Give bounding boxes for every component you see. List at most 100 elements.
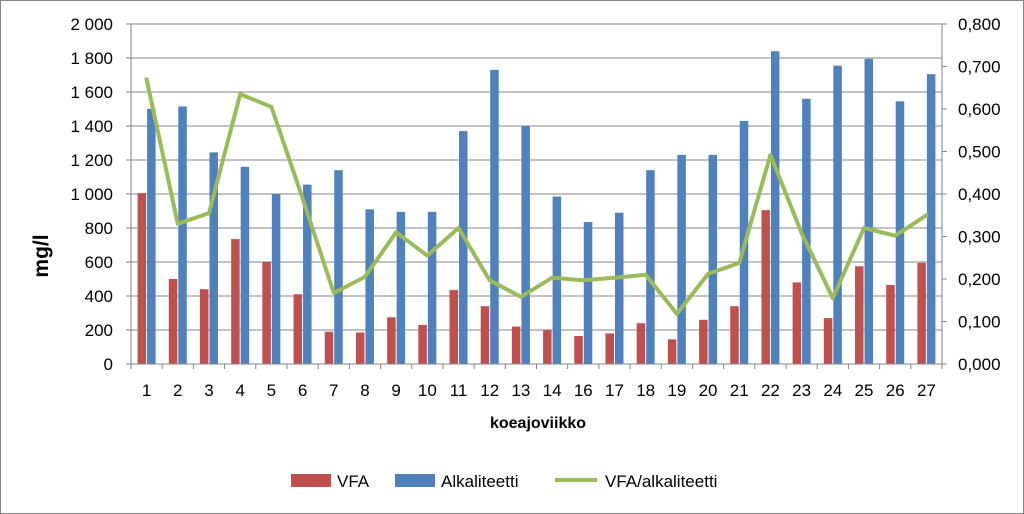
bar-vfa — [199, 289, 209, 364]
x-tick-label: 9 — [391, 381, 400, 400]
x-tick-label: 20 — [699, 381, 718, 400]
x-tick-label: 18 — [636, 381, 655, 400]
bar-vfa — [917, 262, 926, 364]
x-axis-title: koeajoviikko — [490, 415, 586, 432]
bar-alkaliteetti — [271, 194, 281, 364]
y-tick-label: 200 — [85, 321, 113, 340]
x-tick-label: 27 — [917, 381, 936, 400]
x-tick-label: 13 — [511, 381, 530, 400]
bar-vfa — [886, 284, 895, 364]
x-tick-label: 23 — [792, 381, 811, 400]
x-tick-label: 11 — [450, 381, 468, 400]
bar-vfa — [355, 332, 365, 364]
bar-alkaliteetti — [926, 74, 936, 365]
legend-swatch-vfa — [291, 474, 331, 487]
x-tick-label: 4 — [235, 381, 244, 400]
bar-vfa — [418, 324, 427, 364]
bar-vfa — [574, 335, 583, 364]
bar-alkaliteetti — [490, 69, 499, 365]
bar-vfa — [387, 317, 396, 364]
bar-alkaliteetti — [178, 106, 187, 364]
x-tick-label: 7 — [329, 381, 338, 400]
bar-alkaliteetti — [614, 212, 624, 364]
bar-alkaliteetti — [303, 184, 312, 364]
bar-vfa — [168, 279, 178, 364]
x-tick-label: 5 — [267, 381, 276, 400]
bar-alkaliteetti — [240, 166, 250, 364]
x-tick-label: 24 — [823, 381, 842, 400]
gridlines — [131, 23, 942, 365]
y2-tick-label: 0,500 — [958, 143, 1001, 162]
y-tick-label: 2 000 — [70, 15, 113, 34]
y2-tick-label: 0,400 — [958, 185, 1001, 204]
bar-vfa — [699, 319, 708, 364]
bar-vfa — [730, 306, 739, 364]
x-tick-label: 12 — [480, 381, 499, 400]
bar-vfa — [293, 294, 303, 364]
bar-alkaliteetti — [209, 152, 218, 364]
bar-alkaliteetti — [552, 196, 562, 364]
x-axis-ticks: 1 2 3 4 5 6 7 8 9 10 11 12 13 14 16 17 18 19 20 21 22 23 24 25 2… — [142, 381, 936, 400]
x-tick-label: 16 — [574, 381, 593, 400]
bar-alkaliteetti — [365, 209, 374, 364]
bar-vfa — [823, 318, 833, 364]
bar-vfa — [855, 266, 864, 364]
bar-vfa — [511, 326, 521, 364]
bar-alkaliteetti — [583, 222, 593, 364]
bar-alkaliteetti — [802, 98, 811, 365]
y2-tick-label: 0,700 — [958, 58, 1001, 77]
y-tick-label: 800 — [85, 219, 113, 238]
bar-alkaliteetti — [646, 170, 655, 364]
bar-vfa — [761, 210, 770, 364]
bar-vfa — [605, 333, 614, 364]
bar-alkaliteetti — [427, 211, 437, 364]
y2-tick-label: 0,300 — [958, 228, 1001, 247]
x-tick-label: 21 — [730, 381, 749, 400]
bar-vfa — [262, 262, 271, 364]
x-tick-label: 6 — [298, 381, 307, 400]
x-tick-label: 1 — [142, 381, 151, 400]
y-tick-label: 1 800 — [70, 49, 113, 68]
bar-alkaliteetti — [708, 154, 718, 364]
x-tick-label: 10 — [418, 381, 437, 400]
y-tick-label: 400 — [85, 287, 113, 306]
bar-vfa — [667, 339, 677, 364]
y2-tick-label: 0,000 — [958, 355, 1001, 374]
bar-alkaliteetti — [396, 211, 406, 364]
bar-vfa — [543, 330, 552, 364]
y-tick-label: 1 200 — [70, 151, 113, 170]
x-tick-label: 14 — [543, 381, 562, 400]
bar-alkaliteetti — [677, 154, 686, 364]
bar-alkaliteetti — [833, 65, 842, 365]
line-series — [144, 77, 929, 316]
y2-axis-ticks: 0,000 0,100 0,200 0,300 0,400 0,500 0,600 0,700… — [958, 15, 1001, 374]
bar-vfa — [324, 331, 334, 364]
bar-vfa — [792, 282, 802, 364]
bar-alkaliteetti — [521, 126, 530, 364]
axes — [126, 23, 947, 369]
legend-label-alkaliteetti: Alkaliteetti — [441, 472, 518, 491]
y-axis-ticks: 0 200 400 600 800 1 000 1 200 1 400 1 600 1 800 2 … — [70, 15, 113, 374]
x-tick-label: 3 — [204, 381, 213, 400]
x-tick-label: 22 — [761, 381, 780, 400]
bar-series — [137, 51, 936, 365]
legend-label-ratio: VFA/alkaliteetti — [605, 472, 717, 491]
bar-vfa — [231, 239, 240, 364]
y-tick-label: 0 — [104, 355, 113, 374]
bar-vfa — [636, 323, 646, 364]
y-tick-label: 1 600 — [70, 83, 113, 102]
legend: VFA Alkaliteetti VFA/alkaliteetti — [291, 472, 717, 491]
legend-label-vfa: VFA — [337, 472, 370, 491]
bar-vfa — [449, 290, 459, 364]
x-tick-label: 25 — [855, 381, 874, 400]
bar-vfa — [137, 193, 147, 364]
x-tick-label: 26 — [886, 381, 905, 400]
x-tick-label: 8 — [360, 381, 369, 400]
bar-vfa — [480, 306, 490, 364]
x-tick-label: 17 — [605, 381, 624, 400]
y-tick-label: 1 000 — [70, 185, 113, 204]
bar-alkaliteetti — [864, 58, 874, 364]
y2-tick-label: 0,600 — [958, 100, 1001, 119]
y-tick-label: 600 — [85, 253, 113, 272]
